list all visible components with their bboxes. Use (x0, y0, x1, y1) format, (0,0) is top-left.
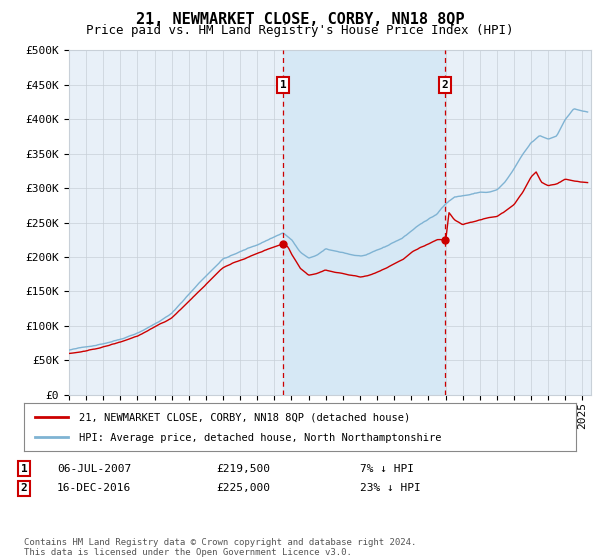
Text: Price paid vs. HM Land Registry's House Price Index (HPI): Price paid vs. HM Land Registry's House … (86, 24, 514, 37)
Text: 1: 1 (280, 80, 286, 90)
Text: 1: 1 (20, 464, 28, 474)
Text: Contains HM Land Registry data © Crown copyright and database right 2024.
This d: Contains HM Land Registry data © Crown c… (24, 538, 416, 557)
Text: HPI: Average price, detached house, North Northamptonshire: HPI: Average price, detached house, Nort… (79, 433, 442, 444)
Text: £225,000: £225,000 (216, 483, 270, 493)
Text: 2: 2 (20, 483, 28, 493)
Text: £219,500: £219,500 (216, 464, 270, 474)
Text: 16-DEC-2016: 16-DEC-2016 (57, 483, 131, 493)
Bar (283, 50, 445, 395)
Text: 21, NEWMARKET CLOSE, CORBY, NN18 8QP: 21, NEWMARKET CLOSE, CORBY, NN18 8QP (136, 12, 464, 27)
Text: 21, NEWMARKET CLOSE, CORBY, NN18 8QP (detached house): 21, NEWMARKET CLOSE, CORBY, NN18 8QP (de… (79, 413, 410, 422)
Text: 7% ↓ HPI: 7% ↓ HPI (360, 464, 414, 474)
Text: 23% ↓ HPI: 23% ↓ HPI (360, 483, 421, 493)
Text: 2: 2 (442, 80, 448, 90)
Text: 06-JUL-2007: 06-JUL-2007 (57, 464, 131, 474)
